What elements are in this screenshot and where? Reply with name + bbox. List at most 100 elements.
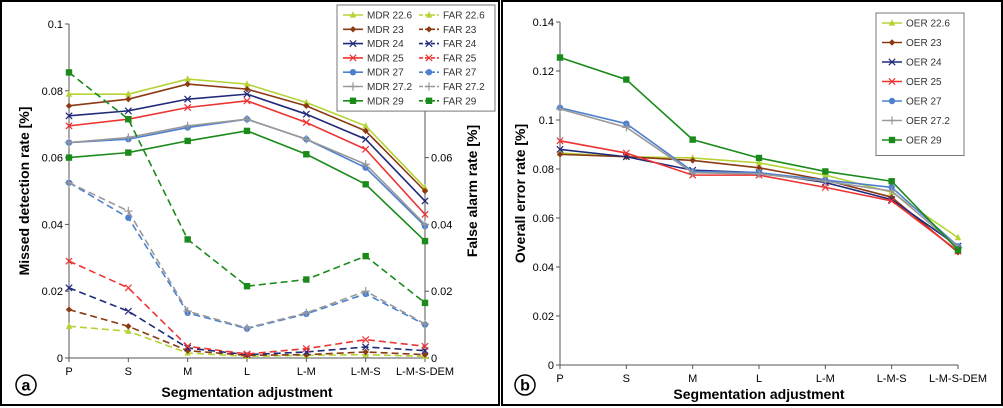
series-far-27-2 bbox=[64, 178, 430, 333]
y-axis-title: Overall error rate [%] bbox=[512, 124, 528, 263]
legend-swatch-marker bbox=[425, 39, 433, 48]
data-point bbox=[302, 345, 310, 353]
data-point bbox=[183, 121, 192, 131]
data-point bbox=[184, 95, 192, 103]
y-tick-label: 0.1 bbox=[539, 115, 554, 127]
y-right-tick-label: 0 bbox=[431, 353, 437, 365]
series-line bbox=[68, 130, 426, 242]
x-tick-label: L-M bbox=[297, 366, 316, 378]
legend-label: MDR 23 bbox=[367, 25, 404, 36]
legend-swatch-marker bbox=[425, 69, 433, 76]
legend-label: MDR 27.2 bbox=[367, 82, 412, 93]
data-point bbox=[302, 308, 311, 318]
series-line bbox=[68, 287, 426, 356]
y-tick-label: 0.12 bbox=[533, 66, 554, 78]
x-axis-title: Segmentation adjustment bbox=[673, 386, 844, 402]
legend-swatch-marker bbox=[887, 116, 897, 125]
data-point bbox=[421, 299, 429, 307]
data-point bbox=[822, 168, 829, 175]
data-point bbox=[125, 90, 132, 97]
data-point bbox=[556, 137, 564, 145]
data-point bbox=[125, 327, 132, 334]
legend-label: FAR 29 bbox=[443, 96, 477, 107]
data-point bbox=[887, 186, 896, 196]
series-mdr-22-6 bbox=[65, 75, 429, 191]
data-point bbox=[821, 177, 830, 186]
data-point bbox=[361, 287, 370, 296]
data-point bbox=[65, 306, 73, 313]
data-point bbox=[556, 151, 564, 158]
data-point bbox=[65, 69, 73, 76]
data-point bbox=[556, 145, 564, 154]
panel-a-chart: 0 0.02 0.04 0.06 0.08 0.1 0 0.02 0.04 0.06 P S M L L-M… bbox=[0, 0, 500, 406]
series-far-27 bbox=[65, 179, 429, 332]
legend-label: FAR 27 bbox=[443, 68, 477, 79]
y-tick-label: 0.06 bbox=[533, 213, 554, 225]
data-point bbox=[421, 237, 429, 245]
data-point bbox=[124, 107, 132, 115]
data-point bbox=[124, 307, 132, 315]
x-tick-label: S bbox=[623, 373, 630, 385]
data-point bbox=[65, 122, 73, 130]
panel-label-circle bbox=[514, 374, 536, 396]
legend-label: OER 24 bbox=[906, 58, 942, 69]
data-point bbox=[243, 97, 251, 105]
data-point bbox=[755, 164, 763, 171]
data-point bbox=[124, 284, 132, 292]
legend-item: MDR 29 bbox=[343, 96, 404, 107]
series-oer-29 bbox=[556, 54, 962, 254]
panel-label: a bbox=[22, 378, 31, 395]
panel-a-svg: 0 0.02 0.04 0.06 0.08 0.1 0 0.02 0.04 0.06 P S M L L-M… bbox=[15, 4, 496, 400]
series-oer-23 bbox=[556, 151, 962, 256]
data-point bbox=[302, 110, 310, 118]
legend-item: MDR 24 bbox=[343, 39, 404, 50]
legend-label: OER 22.6 bbox=[906, 19, 950, 30]
data-point bbox=[303, 276, 310, 283]
series-far-29 bbox=[65, 69, 429, 307]
legend-label: FAR 27.2 bbox=[443, 82, 485, 93]
data-point bbox=[303, 98, 310, 106]
x-tick-label: L-M-S-DEM bbox=[396, 366, 454, 378]
legend-item: OER 29 bbox=[882, 136, 942, 147]
data-point bbox=[184, 137, 191, 145]
data-point bbox=[623, 76, 630, 83]
x-tick-label: L bbox=[244, 366, 250, 378]
data-point bbox=[124, 206, 133, 216]
data-point bbox=[622, 123, 631, 132]
data-point bbox=[362, 135, 370, 143]
data-point bbox=[421, 342, 429, 350]
legend-swatch-marker bbox=[425, 97, 433, 104]
legend-item: FAR 25 bbox=[419, 53, 477, 64]
legend-swatch-marker bbox=[349, 39, 357, 48]
y-tick-label: 0.04 bbox=[533, 262, 554, 274]
series-far-25 bbox=[65, 257, 429, 358]
legend-swatch-marker bbox=[888, 58, 896, 66]
legend-item: FAR 23 bbox=[419, 25, 477, 36]
y-tick-label: 0.08 bbox=[42, 86, 63, 98]
data-point bbox=[65, 284, 73, 292]
data-point bbox=[243, 90, 251, 98]
legend-item: OER 25 bbox=[882, 77, 942, 88]
data-point bbox=[302, 348, 310, 356]
data-point bbox=[362, 122, 369, 129]
legend-swatch-marker bbox=[425, 54, 433, 62]
legend-swatch-marker bbox=[888, 39, 896, 46]
legend-swatch-marker bbox=[888, 77, 896, 86]
data-point bbox=[362, 336, 370, 344]
series-line bbox=[68, 308, 426, 357]
y-right-tick-label: 0.02 bbox=[431, 286, 452, 298]
legend-item: OER 24 bbox=[882, 58, 942, 69]
data-point bbox=[302, 118, 310, 127]
legend-label: OER 25 bbox=[906, 77, 942, 88]
data-point bbox=[361, 160, 370, 169]
data-point bbox=[65, 90, 73, 97]
data-point bbox=[303, 102, 310, 110]
legend-label: FAR 22.6 bbox=[443, 11, 485, 22]
data-point bbox=[888, 197, 896, 205]
data-point bbox=[183, 307, 192, 316]
legend-label: OER 27 bbox=[906, 97, 942, 108]
data-point bbox=[184, 80, 191, 88]
y-right-tick-label: 0.06 bbox=[431, 153, 452, 165]
legend-swatch-marker bbox=[349, 69, 357, 76]
